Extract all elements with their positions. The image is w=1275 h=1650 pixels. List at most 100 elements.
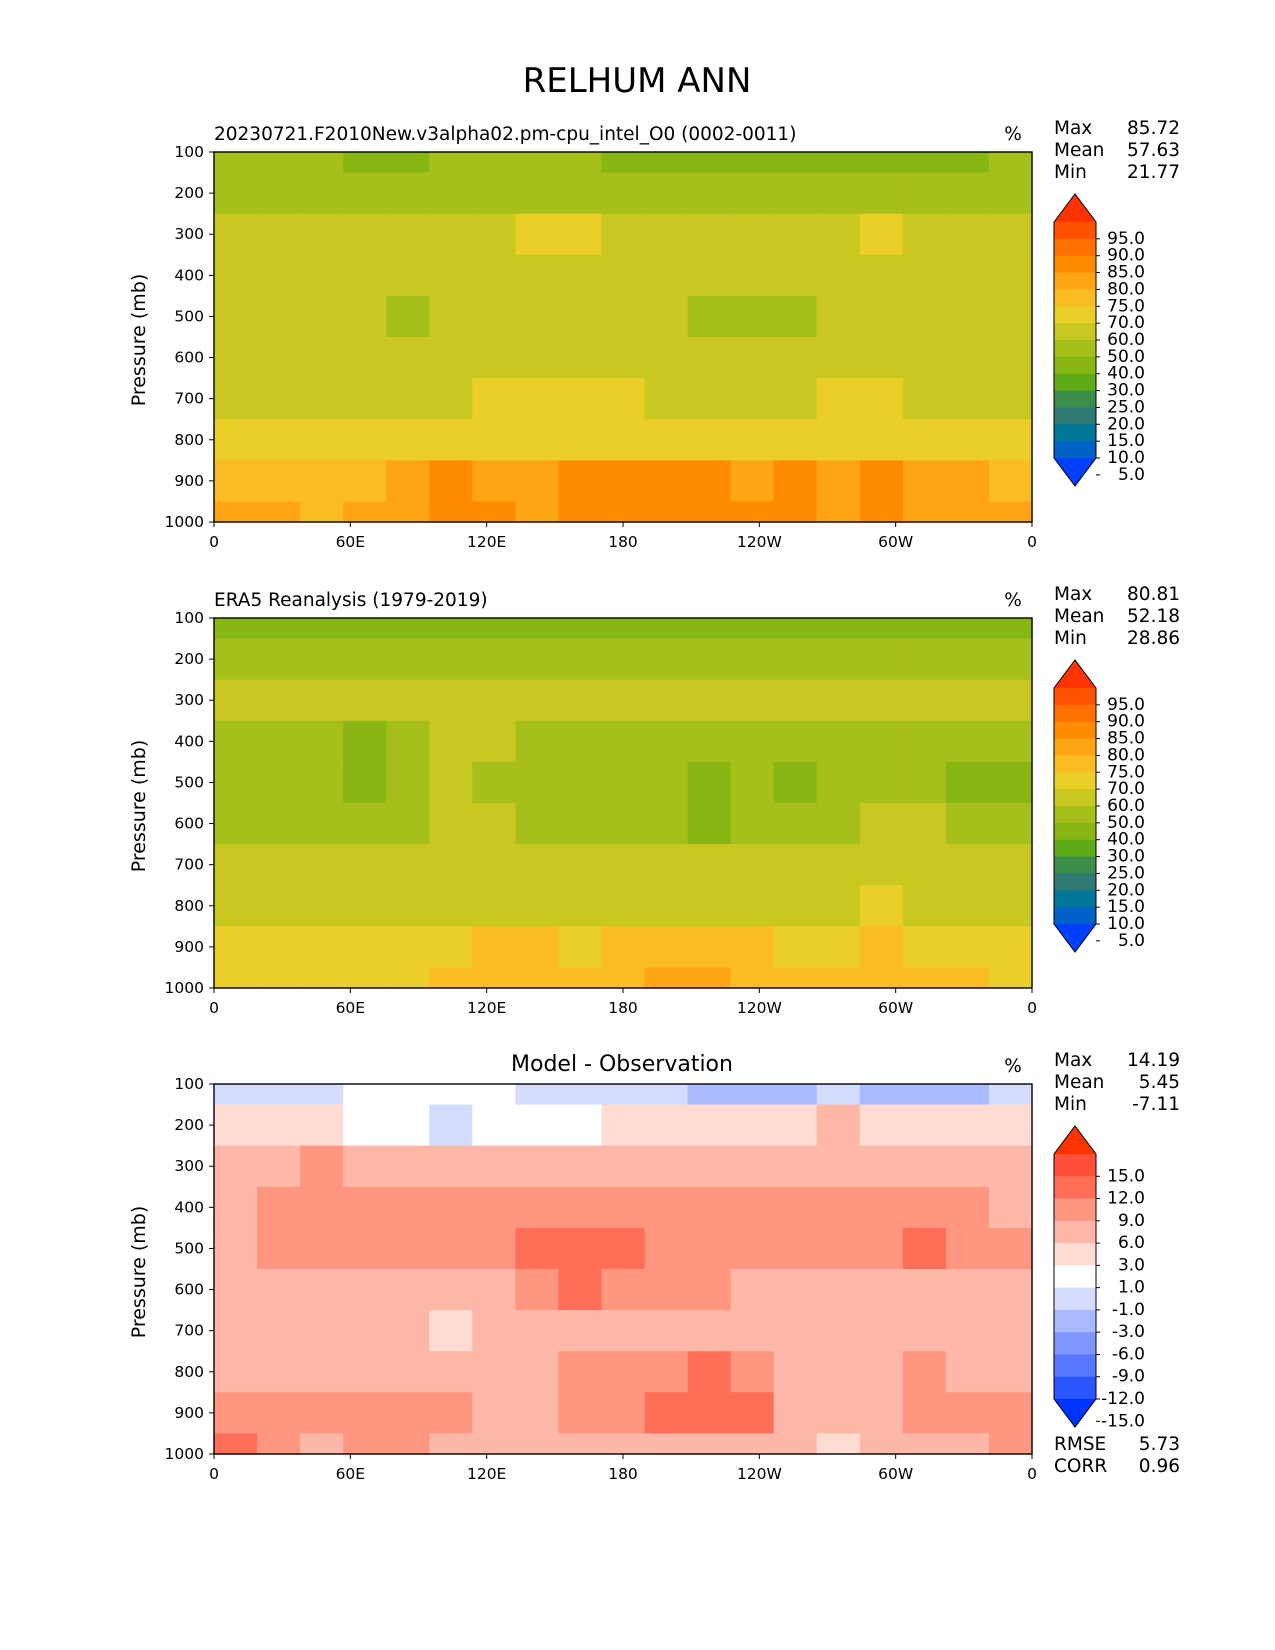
heatmap-cell bbox=[730, 419, 775, 461]
heatmap-cell bbox=[773, 885, 818, 927]
heatmap-cell bbox=[257, 1351, 301, 1393]
heatmap-cell bbox=[386, 1084, 430, 1106]
colorbar-extend-bottom bbox=[1054, 458, 1096, 486]
heatmap-cell bbox=[343, 1269, 387, 1311]
heatmap-cell bbox=[386, 1392, 430, 1435]
colorbar-label: 15.0 bbox=[1107, 1166, 1145, 1186]
heatmap-cell bbox=[859, 720, 904, 763]
heatmap-cell bbox=[687, 254, 732, 297]
heatmap-cell bbox=[687, 1269, 732, 1311]
colorbar-swatch bbox=[1054, 340, 1096, 358]
heatmap-cell bbox=[214, 1269, 258, 1311]
heatmap-cell bbox=[945, 1269, 990, 1311]
heatmap-cell bbox=[902, 295, 947, 338]
colorbar-swatch bbox=[1054, 1354, 1096, 1378]
heatmap-cell bbox=[773, 1433, 818, 1455]
heatmap-cell bbox=[859, 1351, 904, 1393]
heatmap-cell bbox=[257, 213, 301, 256]
heatmap-cell bbox=[214, 720, 258, 763]
heatmap-cell bbox=[472, 720, 516, 763]
heatmap-cell bbox=[300, 152, 344, 174]
y-tick-label: 1000 bbox=[165, 979, 204, 997]
heatmap-cell bbox=[945, 967, 990, 989]
heatmap-cell bbox=[558, 967, 603, 989]
stat-max-value: 80.81 bbox=[1127, 584, 1180, 605]
y-tick-label: 600 bbox=[174, 815, 204, 833]
heatmap-cell bbox=[257, 803, 301, 845]
heatmap-cell bbox=[343, 1084, 387, 1106]
heatmap-cell bbox=[816, 1084, 861, 1106]
x-tick-label: 120E bbox=[467, 999, 506, 1017]
colorbar-swatch bbox=[1054, 873, 1096, 891]
heatmap-cell bbox=[859, 1186, 904, 1229]
heatmap-cell bbox=[644, 761, 689, 804]
heatmap-cell bbox=[429, 844, 473, 886]
heatmap-cell bbox=[730, 967, 775, 989]
heatmap-cell bbox=[902, 1392, 947, 1435]
heatmap-cell bbox=[429, 926, 473, 969]
heatmap-cell bbox=[816, 1392, 861, 1435]
heatmap-cell bbox=[988, 1145, 1033, 1188]
heatmap-cell bbox=[859, 337, 904, 379]
y-tick-label: 400 bbox=[174, 1198, 204, 1216]
heatmap-cell bbox=[859, 460, 904, 503]
heatmap-cell bbox=[300, 618, 344, 640]
heatmap-cell bbox=[429, 1351, 473, 1393]
heatmap-cell bbox=[472, 1392, 516, 1435]
colorbar-label: -6.0 bbox=[1112, 1344, 1145, 1364]
heatmap-cell bbox=[214, 1433, 258, 1455]
heatmap-cell bbox=[988, 720, 1033, 763]
heatmap-cell bbox=[343, 378, 387, 420]
heatmap-cell bbox=[214, 803, 258, 845]
heatmap-cell bbox=[214, 337, 258, 379]
heatmap-cell bbox=[429, 1227, 473, 1270]
heatmap-cell bbox=[429, 152, 473, 174]
heatmap-cell bbox=[214, 1392, 258, 1435]
heatmap-cell bbox=[472, 638, 516, 681]
heatmap-cell bbox=[386, 761, 430, 804]
heatmap-cell bbox=[687, 967, 732, 989]
x-tick-label: 0 bbox=[1027, 533, 1037, 551]
heatmap-cell bbox=[257, 885, 301, 927]
heatmap-cell bbox=[945, 295, 990, 338]
heatmap-cell bbox=[988, 501, 1033, 523]
heatmap-cell bbox=[687, 1104, 732, 1147]
heatmap-cell bbox=[257, 254, 301, 297]
heatmap-cell bbox=[257, 1310, 301, 1352]
heatmap-cell bbox=[902, 501, 947, 523]
heatmap-cell bbox=[429, 1145, 473, 1188]
heatmap-cell bbox=[730, 254, 775, 297]
heatmap-cell bbox=[816, 1351, 861, 1393]
heatmap-cell bbox=[558, 926, 603, 969]
heatmap-cell bbox=[644, 213, 689, 256]
colorbar-swatch bbox=[1054, 407, 1096, 425]
heatmap-cell bbox=[816, 1433, 861, 1455]
heatmap-cell bbox=[687, 1227, 732, 1270]
y-tick-label: 300 bbox=[174, 691, 204, 709]
heatmap-cell bbox=[859, 844, 904, 886]
colorbar-swatch bbox=[1054, 856, 1096, 874]
x-tick-label: 60E bbox=[336, 533, 366, 551]
heatmap-cell bbox=[773, 337, 818, 379]
heatmap-cell bbox=[816, 844, 861, 886]
heatmap-cell bbox=[558, 213, 603, 256]
heatmap-cell bbox=[902, 618, 947, 640]
heatmap-cell bbox=[386, 1310, 430, 1352]
heatmap-cell bbox=[429, 419, 473, 461]
heatmap-cell bbox=[859, 213, 904, 256]
colorbar-swatch bbox=[1054, 272, 1096, 290]
heatmap-cell bbox=[601, 378, 646, 420]
heatmap-cell bbox=[429, 967, 473, 989]
stat-mean-value: 5.45 bbox=[1139, 1072, 1180, 1093]
heatmap-cell bbox=[386, 1186, 430, 1229]
heatmap-cell bbox=[214, 1227, 258, 1270]
colorbar-swatch bbox=[1054, 1154, 1096, 1177]
heatmap-cell bbox=[730, 1310, 775, 1352]
heatmap-cell bbox=[558, 618, 603, 640]
heatmap-cell bbox=[300, 967, 344, 989]
heatmap-cell bbox=[644, 844, 689, 886]
heatmap-cell bbox=[214, 419, 258, 461]
heatmap-cell bbox=[773, 638, 818, 681]
heatmap-cell bbox=[859, 1269, 904, 1311]
heatmap-cell bbox=[300, 1084, 344, 1106]
